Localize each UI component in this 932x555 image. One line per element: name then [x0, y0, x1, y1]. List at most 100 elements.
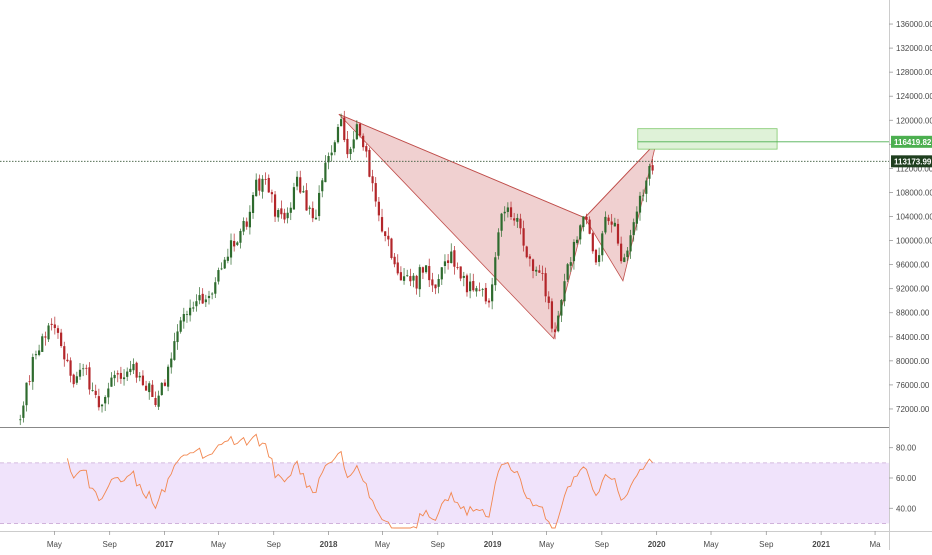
candle-body [519, 218, 522, 229]
candle-body [613, 222, 616, 227]
candle-body [170, 358, 173, 368]
candle-body [402, 276, 406, 281]
candle-body [607, 217, 610, 222]
candle-body [157, 395, 160, 407]
candle-body [295, 176, 299, 187]
candle-body [472, 281, 475, 291]
candle-body [424, 265, 428, 273]
candle-body [305, 190, 308, 211]
candle-body [626, 250, 629, 258]
candle-body [50, 323, 53, 325]
candle-body [434, 284, 437, 289]
candle-body [239, 230, 242, 243]
candle-body [195, 301, 198, 307]
candle-body [192, 307, 195, 309]
candle-body [557, 315, 560, 332]
x-tick-label: Sep [759, 540, 774, 549]
candle-body [443, 261, 447, 266]
candle-body [478, 289, 481, 291]
y-tick-label: 72000.00 [896, 405, 930, 414]
y-tick-label: 92000.00 [896, 285, 930, 294]
candle-body [63, 346, 66, 360]
y-tick-label: 124000.00 [896, 92, 932, 101]
candle-body [261, 178, 264, 192]
candle-body [53, 324, 56, 329]
x-tick-label: Sep [267, 540, 282, 549]
candle-body [541, 273, 544, 274]
candle-body [591, 233, 594, 252]
candle-body [22, 405, 25, 418]
candle-body [179, 320, 182, 332]
price-panel [0, 110, 889, 426]
x-tick-label: 2020 [648, 540, 666, 549]
candle-body [251, 194, 255, 213]
candle-body [582, 216, 585, 228]
candle-body [324, 162, 327, 183]
candle-body [579, 225, 582, 240]
candle-body [506, 207, 509, 212]
candle-body [75, 376, 78, 383]
candle-body [163, 382, 167, 386]
candle-body [390, 238, 393, 259]
target-level-badge-bg [891, 135, 932, 148]
candle-body [516, 217, 519, 222]
candle-body [459, 266, 462, 279]
candle-body [635, 211, 638, 224]
candle-body [116, 373, 119, 375]
candle-body [547, 296, 550, 303]
candle-body [380, 217, 384, 232]
x-tick-label: Ma [870, 540, 882, 549]
candle-body [119, 372, 123, 379]
y-tick-label: 96000.00 [896, 261, 930, 270]
y-tick-label: 100000.00 [896, 237, 932, 246]
x-tick-label: May [539, 540, 554, 549]
candle-body [138, 375, 141, 378]
candle-body [248, 211, 251, 228]
candle-body [258, 178, 261, 191]
candle-body [550, 301, 554, 329]
candle-body [358, 123, 362, 136]
candle-body [437, 279, 440, 287]
candle-body [431, 279, 434, 286]
candle-body [82, 368, 85, 370]
candle-body [135, 362, 138, 378]
x-tick-label: 2021 [812, 540, 830, 549]
candle-body [47, 325, 50, 340]
candle-body [500, 213, 503, 231]
candle-body [129, 368, 132, 373]
candle-body [349, 148, 352, 155]
candle-body [185, 314, 189, 315]
target-zone [637, 128, 778, 150]
candle-body [72, 374, 75, 385]
candle-body [604, 216, 607, 233]
candle-body [277, 210, 280, 218]
candle-body [189, 307, 192, 316]
candle-body [406, 275, 409, 277]
candle-body [85, 367, 88, 369]
candle-body [28, 381, 31, 382]
candle-body [566, 264, 569, 280]
candle-body [560, 300, 563, 316]
y-tick-label: 108000.00 [896, 188, 932, 197]
candle-body [450, 251, 453, 264]
candle-body [610, 221, 613, 225]
x-tick-label: 2017 [156, 540, 174, 549]
candle-body [629, 235, 632, 252]
candle-body [623, 257, 626, 263]
candle-body [491, 284, 494, 302]
candle-body [642, 195, 645, 197]
candle-body [148, 383, 151, 393]
candle-body [415, 275, 418, 289]
x-tick-label: May [211, 540, 226, 549]
candle-body [346, 138, 349, 155]
candle-body [104, 397, 107, 404]
candle-body [525, 246, 528, 258]
candle-body [100, 404, 104, 407]
candle-body [509, 207, 513, 218]
candle-body [374, 183, 377, 202]
candle-body [160, 382, 163, 395]
candle-body [308, 207, 311, 209]
candle-body [318, 192, 321, 217]
